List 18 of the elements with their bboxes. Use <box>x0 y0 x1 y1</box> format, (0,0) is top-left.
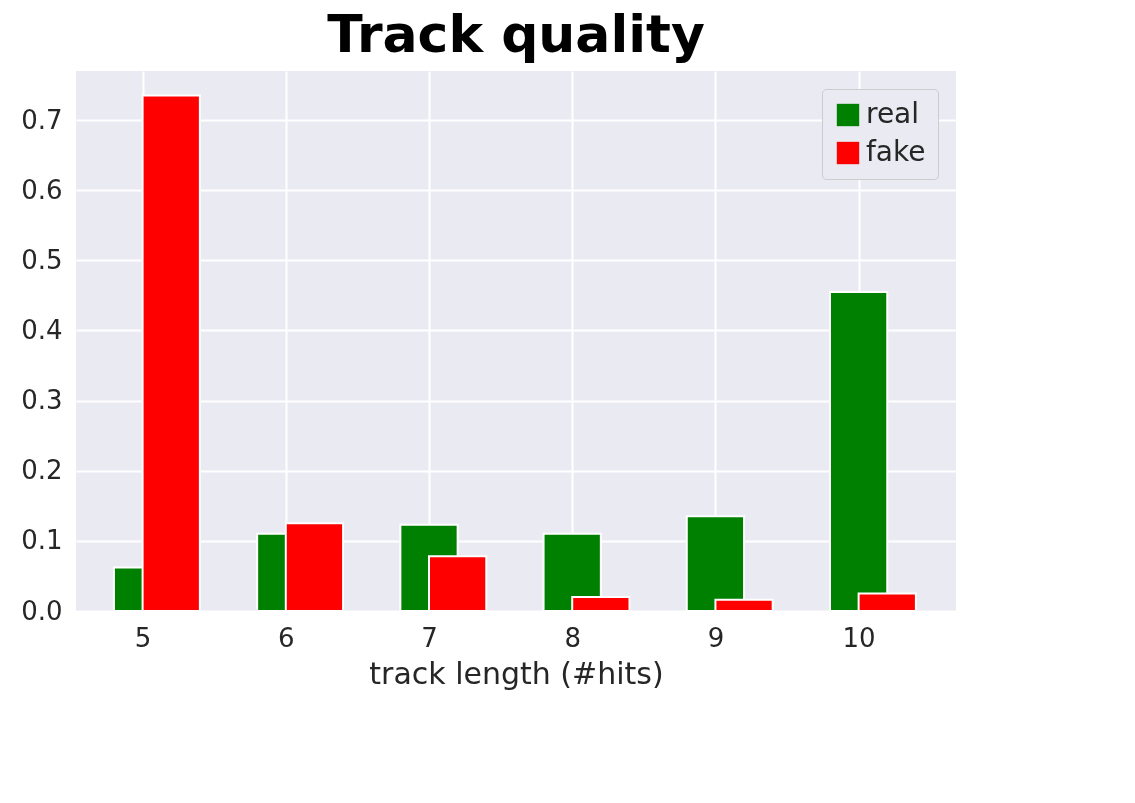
x-tick-label: 9 <box>707 622 725 653</box>
x-tick-label: 8 <box>564 622 581 653</box>
x-axis-title: track length (#hits) <box>369 655 664 691</box>
y-tick-label: 0.7 <box>21 104 63 135</box>
y-tick-label: 0.5 <box>21 244 63 275</box>
legend-label: fake <box>866 135 926 168</box>
y-tick-label: 0.0 <box>21 595 63 626</box>
y-tick-label: 0.6 <box>21 174 63 205</box>
y-tick-label: 0.2 <box>21 455 63 486</box>
x-tick-label: 7 <box>421 622 438 653</box>
y-tick-label: 0.1 <box>21 525 63 556</box>
y-tick-label: 0.3 <box>21 385 63 416</box>
chart-title: Track quality <box>327 4 705 64</box>
x-tick-label: 10 <box>842 622 876 653</box>
legend-label: real <box>866 97 920 130</box>
x-tick-label: 5 <box>134 622 152 653</box>
y-tick-label: 0.4 <box>21 314 63 345</box>
x-tick-label: 6 <box>278 622 295 653</box>
